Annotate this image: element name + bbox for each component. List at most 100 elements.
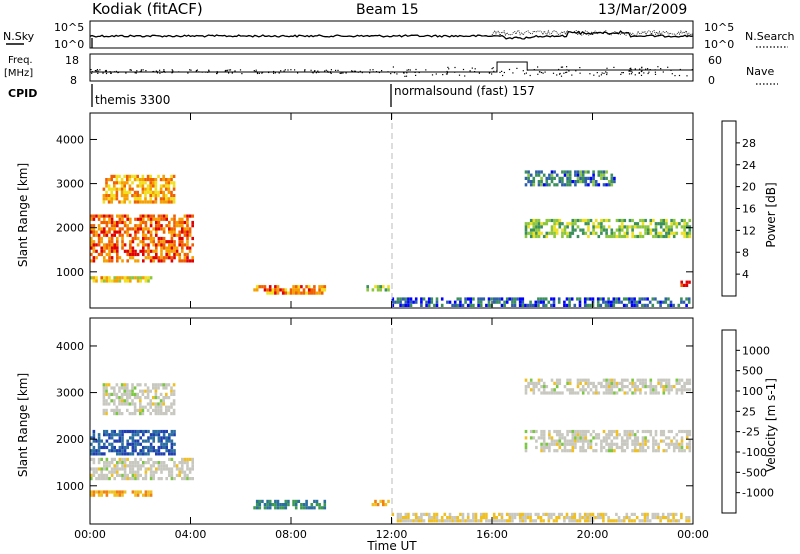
- heatmap-cell: [165, 217, 168, 221]
- heatmap-cell: [131, 386, 134, 390]
- heatmap-cell: [107, 383, 111, 387]
- heatmap-cell: [131, 236, 135, 241]
- heatmap-cell: [115, 408, 119, 412]
- heatmap-cell: [131, 461, 135, 465]
- heatmap-cell: [589, 442, 593, 446]
- heatmap-cell: [172, 392, 176, 396]
- heatmap-cell: [553, 449, 556, 453]
- heatmap-cell: [688, 381, 692, 385]
- nave-point: [647, 68, 649, 70]
- heatmap-cell: [131, 240, 135, 244]
- heatmap-cell: [524, 225, 528, 229]
- heatmap-cell: [555, 218, 559, 223]
- heatmap-cell: [667, 436, 671, 440]
- heatmap-cell: [535, 170, 538, 174]
- heatmap-cell: [587, 445, 590, 450]
- heatmap-cell: [639, 391, 642, 395]
- heatmap-cell: [142, 461, 145, 465]
- heatmap-cell: [178, 467, 181, 471]
- heatmap-cell: [537, 170, 541, 174]
- heatmap-cell: [516, 297, 519, 301]
- heatmap-cell: [144, 187, 147, 191]
- heatmap-cell: [144, 249, 148, 253]
- heatmap-cell: [160, 240, 163, 244]
- heatmap-cell: [652, 442, 655, 446]
- heatmap-cell: [149, 445, 153, 450]
- heatmap-cell: [636, 225, 640, 229]
- heatmap-cell: [105, 457, 109, 461]
- heatmap-cell: [527, 381, 530, 385]
- heatmap-cell: [586, 512, 590, 516]
- nave-point: [327, 70, 329, 72]
- heatmap-cell: [131, 194, 134, 198]
- heatmap-cell: [136, 467, 140, 471]
- heatmap-cell: [157, 412, 160, 416]
- heatmap-cell: [95, 477, 98, 481]
- heatmap-cell: [589, 176, 593, 180]
- heatmap-cell: [685, 280, 689, 284]
- heatmap-cell: [644, 381, 647, 385]
- heatmap-cell: [571, 442, 575, 446]
- heatmap-cell: [511, 297, 514, 301]
- heatmap-cell: [566, 429, 569, 434]
- heatmap-cell: [579, 228, 582, 232]
- heatmap-cell: [126, 399, 129, 403]
- heatmap-cell: [542, 381, 546, 385]
- heatmap-cell: [160, 224, 163, 228]
- heatmap-cell: [134, 217, 137, 221]
- heatmap-cell: [589, 519, 592, 523]
- heatmap-cell: [258, 506, 262, 510]
- heatmap-cell: [297, 291, 301, 295]
- heatmap-cell: [503, 300, 506, 304]
- nave-point: [630, 68, 632, 71]
- colorbar-tick-label: 100: [742, 385, 763, 398]
- heatmap-cell: [266, 506, 269, 510]
- heatmap-cell: [568, 516, 571, 520]
- heatmap-cell: [146, 402, 150, 406]
- y-tick-label: 4000: [56, 133, 84, 146]
- heatmap-cell: [139, 279, 142, 283]
- heatmap-cell: [134, 233, 137, 237]
- heatmap-cell: [404, 516, 408, 520]
- heatmap-cell: [532, 180, 536, 184]
- heatmap-cell: [100, 457, 103, 461]
- heatmap-cell: [612, 519, 616, 523]
- heatmap-cell: [633, 391, 637, 395]
- nave-point: [273, 70, 275, 73]
- heatmap-cell: [276, 506, 280, 510]
- heatmap-cell: [123, 200, 126, 204]
- heatmap-cell: [374, 503, 377, 507]
- heatmap-cell: [95, 439, 98, 443]
- heatmap-cell: [537, 516, 540, 520]
- heatmap-cell: [115, 187, 119, 191]
- heatmap-cell: [170, 412, 173, 416]
- nave-point: [501, 70, 503, 72]
- heatmap-cell: [566, 378, 569, 382]
- heatmap-cell: [110, 246, 114, 250]
- heatmap-cell: [558, 436, 562, 440]
- heatmap-cell: [116, 449, 119, 453]
- heatmap-cell: [100, 445, 103, 450]
- heatmap-cell: [610, 449, 614, 453]
- heatmap-cell: [107, 194, 111, 198]
- heatmap-cell: [550, 170, 554, 174]
- heatmap-cell: [618, 234, 621, 239]
- heatmap-cell: [448, 300, 452, 304]
- heatmap-cell: [113, 399, 116, 403]
- heatmap-cell: [92, 249, 96, 253]
- heatmap-cell: [100, 473, 103, 477]
- heatmap-cell: [165, 439, 168, 443]
- heatmap-cell: [537, 297, 540, 301]
- heatmap-cell: [129, 477, 132, 481]
- heatmap-cell: [513, 300, 517, 304]
- heatmap-cell: [105, 399, 108, 403]
- heatmap-cell: [576, 225, 580, 229]
- heatmap-cell: [191, 220, 194, 225]
- heatmap-cell: [607, 180, 611, 184]
- heatmap-cell: [579, 381, 582, 385]
- heatmap-cell: [126, 178, 129, 182]
- heatmap-cell: [568, 519, 571, 523]
- heatmap-cell: [688, 442, 692, 446]
- heatmap-cell: [566, 442, 569, 446]
- heatmap-cell: [654, 228, 658, 232]
